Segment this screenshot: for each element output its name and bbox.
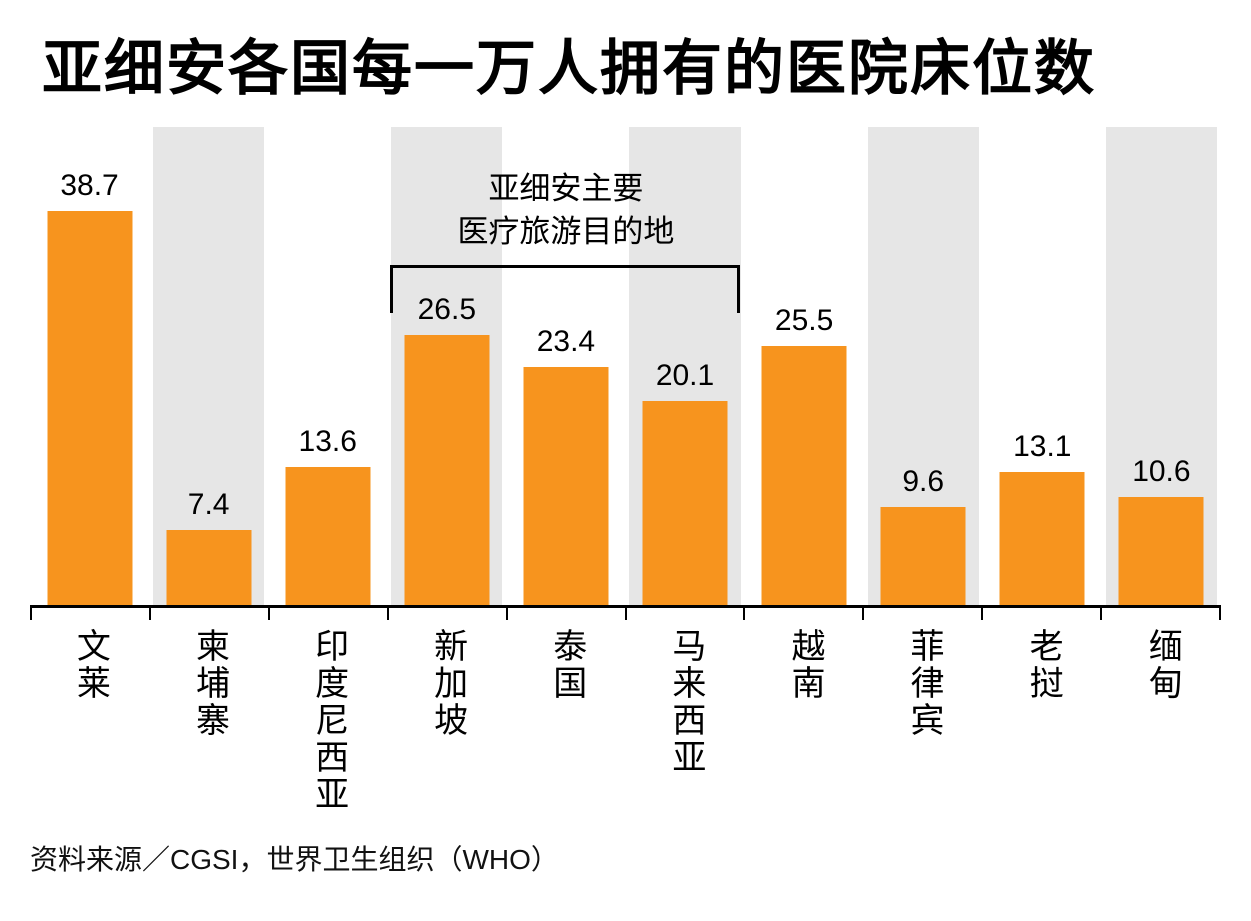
x-axis-line	[30, 605, 1221, 608]
bar-value-label: 13.1	[1013, 430, 1072, 463]
category-label-text: 马来西亚	[666, 628, 705, 776]
bar	[999, 472, 1085, 605]
chart-column: 38.7	[30, 127, 149, 605]
bar	[642, 401, 728, 605]
source-note: 资料来源／CGSI，世界卫生组织（WHO）	[30, 844, 559, 875]
annotation-text: 亚细安主要 医疗旅游目的地	[387, 167, 744, 253]
axis-tick	[386, 608, 506, 620]
category-label-text: 菲律宾	[905, 628, 944, 739]
axis-tick	[1100, 608, 1219, 620]
chart-column: 25.5	[745, 127, 864, 605]
bar-value-label: 7.4	[187, 488, 230, 521]
bar	[285, 467, 371, 605]
category-label-text: 柬埔寨	[190, 628, 229, 739]
bar-value-label: 25.5	[774, 304, 834, 337]
bar	[880, 507, 966, 605]
bar-value-label: 9.6	[902, 465, 945, 498]
bar	[47, 211, 133, 605]
category-label-text: 缅甸	[1143, 628, 1182, 702]
chart-column: 10.6	[1102, 127, 1221, 605]
bar-value-label: 26.5	[417, 293, 477, 326]
bar	[404, 335, 490, 605]
bar-value-label: 20.1	[655, 359, 715, 392]
bar	[761, 346, 847, 605]
chart-title: 亚细安各国每一万人拥有的医院床位数	[42, 35, 1096, 102]
axis-tick	[505, 608, 625, 620]
bar-value-label: 10.6	[1132, 455, 1191, 488]
chart-column: 23.4	[506, 127, 625, 605]
axis-tick	[862, 608, 981, 620]
chart-column: 13.6	[268, 127, 387, 605]
axis-tick	[743, 608, 862, 620]
chart-column: 26.5	[387, 127, 506, 605]
axis-tick	[267, 608, 387, 620]
chart-column: 20.1	[625, 127, 744, 605]
annotation-line-1: 亚细安主要	[488, 171, 644, 206]
category-label: 菲律宾	[864, 622, 983, 813]
chart-column: 13.1	[983, 127, 1102, 605]
category-label: 老挝	[983, 622, 1102, 813]
chart-column: 9.6	[864, 127, 983, 605]
bar-value-label: 13.6	[298, 425, 357, 458]
bar-value-label: 38.7	[60, 169, 119, 202]
axis-tick	[624, 608, 744, 620]
category-label: 印度尼西亚	[268, 622, 387, 813]
background-stripe	[153, 127, 265, 605]
bar	[166, 530, 252, 605]
category-label: 泰国	[506, 622, 625, 813]
category-label: 文莱	[30, 622, 149, 813]
annotation-line-2: 医疗旅游目的地	[457, 214, 675, 249]
category-label-text: 印度尼西亚	[309, 628, 348, 813]
category-label-text: 越南	[785, 628, 824, 702]
axis-tick	[30, 608, 149, 620]
axis-tick	[148, 608, 268, 620]
category-label: 新加坡	[387, 622, 506, 813]
category-label-text: 老挝	[1024, 628, 1063, 702]
category-label: 马来西亚	[625, 622, 744, 813]
bar-chart: 亚细安主要 医疗旅游目的地 38.7 7.4 13.6 26.5 23.4 20.1 25.…	[30, 127, 1221, 813]
chart-column: 7.4	[149, 127, 268, 605]
bar-value-label: 23.4	[536, 325, 596, 358]
x-axis-ticks	[30, 608, 1221, 620]
axis-tick	[981, 608, 1100, 620]
category-label-text: 新加坡	[428, 628, 467, 739]
category-label-text: 文莱	[71, 628, 110, 702]
bar	[1118, 497, 1204, 605]
x-axis-labels: 文莱 柬埔寨 印度尼西亚 新加坡 泰国 马来西亚 越南 菲律宾 老挝 缅甸	[30, 622, 1221, 813]
category-label-text: 泰国	[547, 628, 586, 702]
category-label: 越南	[745, 622, 864, 813]
category-label: 缅甸	[1102, 622, 1221, 813]
bar	[523, 367, 609, 605]
plot-area: 亚细安主要 医疗旅游目的地 38.7 7.4 13.6 26.5 23.4 20.1 25.…	[30, 127, 1221, 605]
annotation-bracket	[390, 265, 740, 313]
category-label: 柬埔寨	[149, 622, 268, 813]
